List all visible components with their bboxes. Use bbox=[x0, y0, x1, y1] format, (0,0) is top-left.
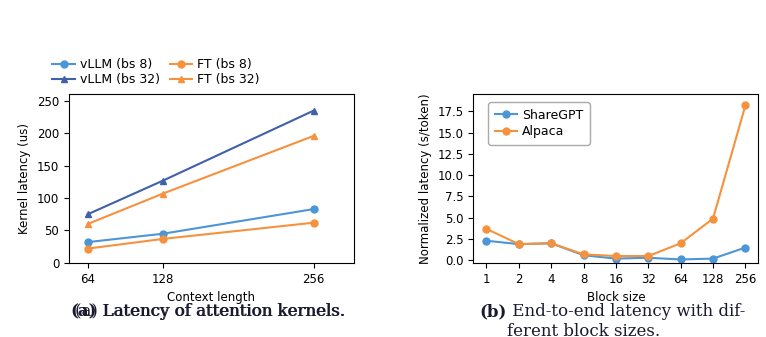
ShareGPT bbox=[643, 256, 653, 260]
vLLM (bs 32) bbox=[83, 212, 93, 216]
Legend: vLLM (bs 8), vLLM (bs 32), FT (bs 8), FT (bs 32): vLLM (bs 8), vLLM (bs 32), FT (bs 8), FT… bbox=[52, 58, 260, 86]
ShareGPT bbox=[741, 246, 750, 250]
ShareGPT bbox=[547, 241, 556, 245]
Alpaca bbox=[579, 252, 588, 256]
vLLM (bs 8) bbox=[83, 240, 93, 244]
ShareGPT bbox=[579, 253, 588, 257]
Line: ShareGPT: ShareGPT bbox=[483, 237, 749, 263]
Alpaca bbox=[514, 242, 523, 246]
Line: Alpaca: Alpaca bbox=[483, 102, 749, 259]
ShareGPT bbox=[709, 256, 718, 261]
FT (bs 8) bbox=[159, 237, 168, 241]
FT (bs 32) bbox=[159, 191, 168, 195]
vLLM (bs 8) bbox=[159, 232, 168, 236]
Alpaca bbox=[709, 217, 718, 221]
vLLM (bs 32) bbox=[159, 179, 168, 183]
Y-axis label: Normalized latency (s/token): Normalized latency (s/token) bbox=[419, 93, 432, 264]
Text: End-to-end latency with dif-
ferent block sizes.: End-to-end latency with dif- ferent bloc… bbox=[506, 303, 745, 337]
ShareGPT bbox=[676, 257, 686, 262]
Alpaca bbox=[643, 254, 653, 258]
Alpaca bbox=[547, 241, 556, 245]
FT (bs 32) bbox=[309, 134, 319, 138]
ShareGPT bbox=[611, 256, 620, 261]
Line: vLLM (bs 32): vLLM (bs 32) bbox=[84, 107, 317, 218]
ShareGPT bbox=[482, 239, 491, 243]
Text: (b): (b) bbox=[480, 303, 506, 320]
X-axis label: Context length: Context length bbox=[168, 291, 255, 304]
Alpaca bbox=[611, 254, 620, 258]
Line: vLLM (bs 8): vLLM (bs 8) bbox=[84, 206, 317, 246]
FT (bs 8) bbox=[83, 247, 93, 251]
Alpaca bbox=[741, 103, 750, 108]
ShareGPT bbox=[514, 242, 523, 246]
Text: Latency of attention kernels.: Latency of attention kernels. bbox=[97, 303, 345, 320]
Y-axis label: Kernel latency (us): Kernel latency (us) bbox=[18, 123, 31, 234]
vLLM (bs 8) bbox=[309, 207, 319, 211]
Alpaca bbox=[482, 227, 491, 231]
Line: FT (bs 32): FT (bs 32) bbox=[84, 132, 317, 227]
X-axis label: Block size: Block size bbox=[587, 291, 645, 304]
Text: (a) Latency of attention kernels.: (a) Latency of attention kernels. bbox=[75, 303, 346, 320]
Alpaca bbox=[676, 241, 686, 245]
Line: FT (bs 8): FT (bs 8) bbox=[84, 219, 317, 252]
FT (bs 32) bbox=[83, 222, 93, 226]
Legend: ShareGPT, Alpaca: ShareGPT, Alpaca bbox=[488, 102, 590, 145]
FT (bs 8) bbox=[309, 221, 319, 225]
Text: (a): (a) bbox=[70, 303, 97, 320]
vLLM (bs 32) bbox=[309, 109, 319, 113]
